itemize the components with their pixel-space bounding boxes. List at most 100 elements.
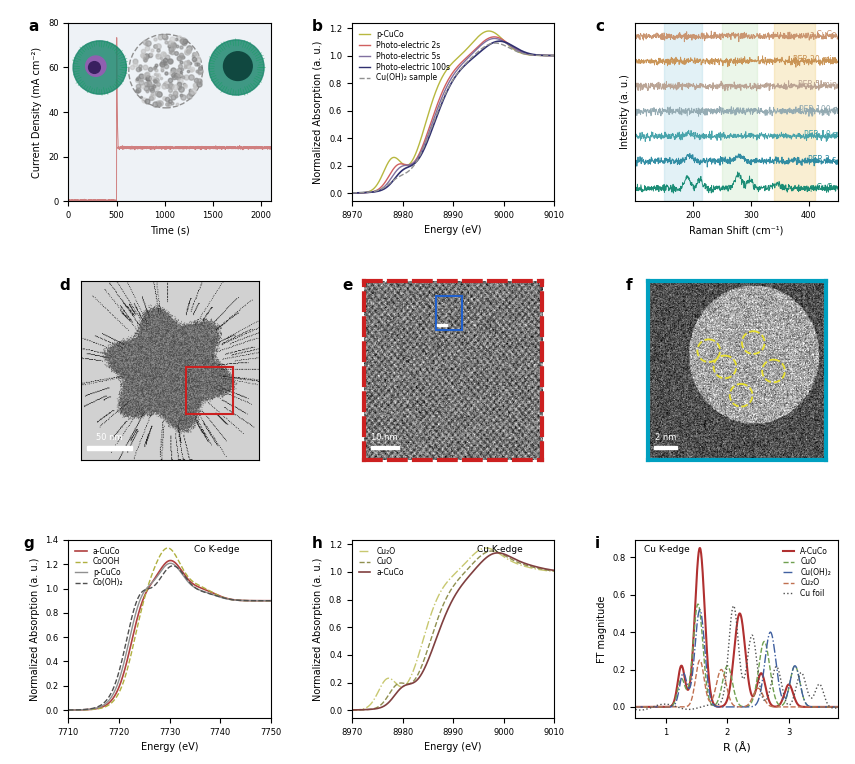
CuO <box>824 702 834 711</box>
CuO <box>507 555 517 565</box>
Bar <box>654 446 677 448</box>
p-CuCo <box>165 558 175 568</box>
Text: a: a <box>28 19 38 34</box>
Cu foil <box>798 671 808 680</box>
Text: PER 10 s: PER 10 s <box>804 130 837 139</box>
Line: Cu(OH)₂: Cu(OH)₂ <box>635 610 850 707</box>
a-CuCo <box>472 562 482 571</box>
Text: Cu K-edge: Cu K-edge <box>477 545 523 554</box>
CoOOH <box>127 643 138 652</box>
CoOOH <box>162 543 173 552</box>
CuO <box>347 705 357 714</box>
X-axis label: Raman Shift (cm⁻¹): Raman Shift (cm⁻¹) <box>689 225 784 235</box>
Line: CoOOH: CoOOH <box>68 548 296 710</box>
Co(OH)₂ <box>269 596 280 605</box>
Co(OH)₂ <box>119 646 129 656</box>
a-CuCo <box>241 596 251 605</box>
CuO <box>443 590 453 599</box>
a-CuCo <box>291 596 301 605</box>
Cu₂O <box>559 567 569 576</box>
CuO <box>630 702 640 711</box>
a-CuCo <box>402 680 412 689</box>
Text: 2 nm: 2 nm <box>655 433 676 442</box>
X-axis label: R (Å): R (Å) <box>722 743 751 754</box>
Line: A-CuCo: A-CuCo <box>635 548 850 707</box>
Bar <box>775 23 815 201</box>
Text: e: e <box>343 278 353 293</box>
Cu(OH)₂ <box>771 664 781 673</box>
Cu₂O <box>481 543 492 552</box>
a-CuCo <box>213 591 223 600</box>
p-CuCo <box>241 596 251 605</box>
Cu foil <box>845 701 855 711</box>
Cu₂O <box>699 671 709 680</box>
Line: p-CuCo: p-CuCo <box>68 563 296 710</box>
Co(OH)₂ <box>241 596 251 605</box>
Y-axis label: Normalized Absorption (a. u.): Normalized Absorption (a. u.) <box>314 40 323 183</box>
Text: c: c <box>595 19 604 34</box>
Text: Co K-edge: Co K-edge <box>194 545 239 554</box>
Cu(OH)₂ <box>798 691 808 701</box>
a-CuCo <box>489 549 499 558</box>
Line: CuO: CuO <box>635 604 850 707</box>
A-CuCo <box>798 702 808 711</box>
Cu foil <box>824 702 834 711</box>
Co(OH)₂ <box>213 592 223 601</box>
Text: b: b <box>311 19 322 34</box>
a-CuCo <box>559 567 569 576</box>
Cu₂O <box>472 547 482 556</box>
Cu foil <box>772 662 782 672</box>
Legend: p-CuCo, Photo-electric 2s, Photo-electric 5s, Photo-electric 100s, Cu(OH)₂ sampl: p-CuCo, Photo-electric 2s, Photo-electri… <box>356 27 453 86</box>
A-CuCo <box>691 587 701 596</box>
Cu₂O <box>691 672 701 681</box>
Cu(OH)₂ <box>699 630 709 639</box>
CuO <box>402 679 412 688</box>
a-CuCo <box>119 667 129 676</box>
Cu₂O <box>402 679 412 688</box>
a-CuCo <box>385 697 395 706</box>
Co(OH)₂ <box>168 562 178 571</box>
p-CuCo <box>119 657 129 666</box>
Text: i: i <box>595 536 600 552</box>
a-CuCo <box>63 705 74 714</box>
Co(OH)₂ <box>63 705 74 714</box>
p-CuCo <box>63 705 74 714</box>
Legend: A-CuCo, CuO, Cu(OH)₂, Cu₂O, Cu foil: A-CuCo, CuO, Cu(OH)₂, Cu₂O, Cu foil <box>780 544 834 601</box>
A-CuCo <box>699 584 709 594</box>
Bar <box>436 296 462 330</box>
A-CuCo <box>630 702 640 711</box>
CoOOH <box>213 591 223 600</box>
CuO <box>472 555 482 564</box>
Text: PER 2 s: PER 2 s <box>809 155 837 164</box>
X-axis label: Time (s): Time (s) <box>150 225 190 235</box>
Text: 10 nm: 10 nm <box>371 433 398 442</box>
A-CuCo <box>695 543 705 552</box>
Cu₂O <box>489 546 499 555</box>
Co(OH)₂ <box>127 610 138 619</box>
Cu₂O <box>385 674 395 683</box>
a-CuCo <box>127 633 138 642</box>
CoOOH <box>241 596 251 605</box>
Y-axis label: Intensity (a. u.): Intensity (a. u.) <box>620 75 630 150</box>
Y-axis label: Current Density (mA cm⁻²): Current Density (mA cm⁻²) <box>32 47 43 177</box>
p-CuCo <box>213 592 223 601</box>
CuO <box>683 684 693 693</box>
Cu₂O <box>798 702 808 711</box>
Text: a-CuCo: a-CuCo <box>809 31 837 40</box>
a-CuCo <box>443 604 453 613</box>
Text: PER 5 min: PER 5 min <box>798 80 837 89</box>
Cu foil <box>635 705 646 714</box>
a-CuCo <box>507 553 517 562</box>
Cu₂O <box>824 702 834 711</box>
Line: Cu₂O: Cu₂O <box>635 660 850 707</box>
a-CuCo <box>165 556 175 565</box>
a-CuCo <box>347 705 357 714</box>
CoOOH <box>291 596 301 605</box>
CuO <box>691 608 701 617</box>
CoOOH <box>63 705 74 714</box>
CoOOH <box>135 609 145 618</box>
Cu₂O <box>845 702 855 711</box>
Cu(OH)₂ <box>691 631 701 640</box>
CuO <box>487 546 498 555</box>
Text: PER 100 s: PER 100 s <box>799 105 837 115</box>
